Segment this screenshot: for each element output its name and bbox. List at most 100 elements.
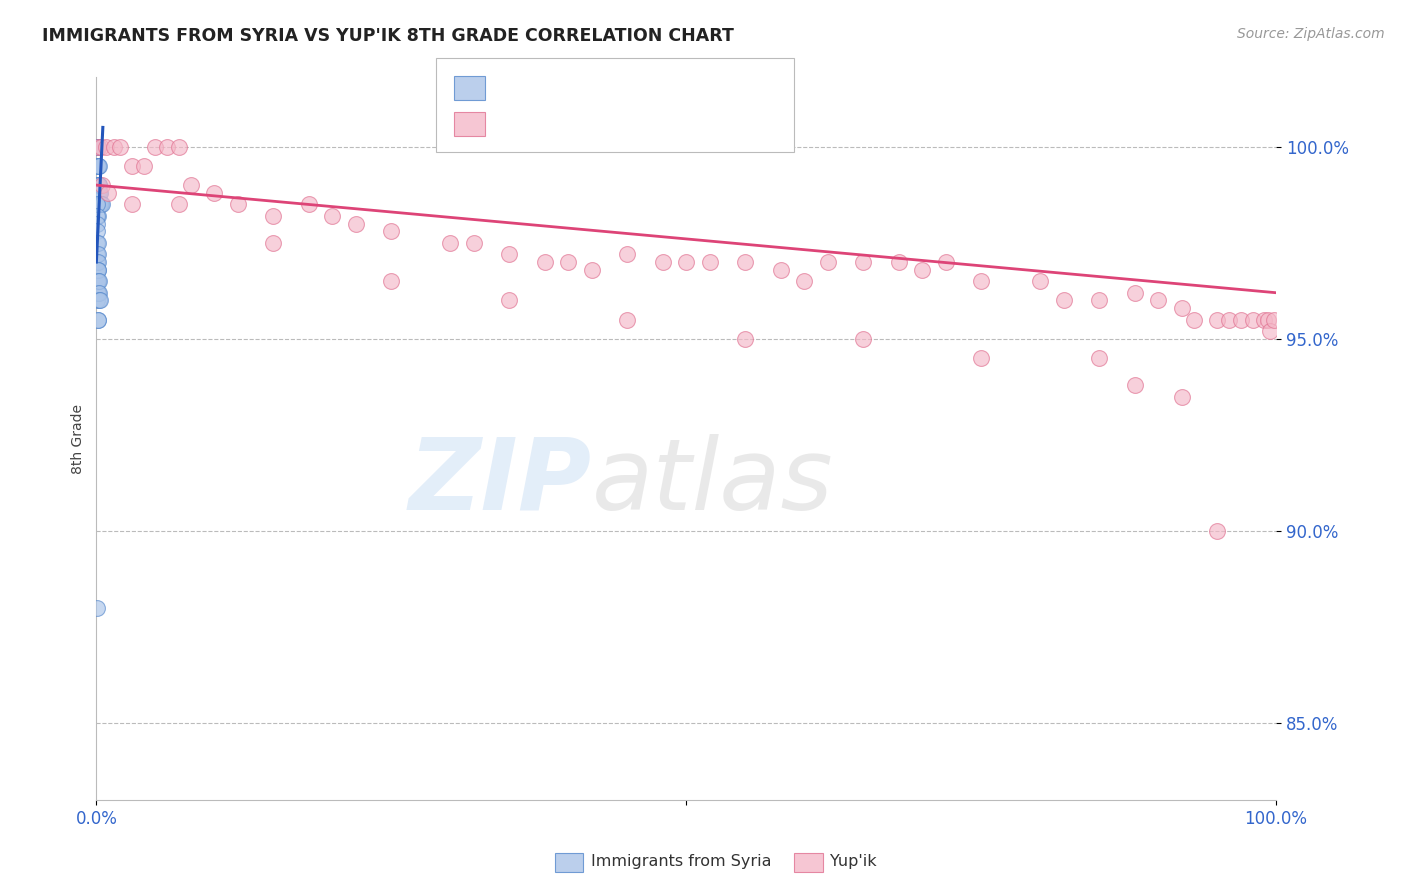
Point: [86, 197, 108, 211]
Point: [769, 262, 792, 277]
Point: [86, 209, 108, 223]
Point: [581, 262, 603, 277]
Point: [90, 197, 112, 211]
Text: R =  0.367: R = 0.367: [495, 78, 603, 96]
Point: [87, 186, 110, 200]
Point: [87, 262, 110, 277]
Point: [86, 139, 108, 153]
Text: Immigrants from Syria: Immigrants from Syria: [591, 855, 770, 869]
Point: [1029, 274, 1052, 288]
Point: [734, 255, 756, 269]
Point: [734, 332, 756, 346]
Point: [1170, 390, 1192, 404]
Point: [970, 351, 993, 365]
Text: R = -0.351: R = -0.351: [495, 114, 603, 132]
Point: [87, 274, 110, 288]
Point: [439, 235, 461, 250]
Point: [86, 293, 108, 308]
Point: [90, 139, 112, 153]
Point: [86, 262, 108, 277]
Point: [86, 285, 108, 300]
Point: [180, 178, 202, 192]
Point: [86, 312, 108, 326]
Point: [852, 255, 875, 269]
Text: N = 67: N = 67: [661, 114, 725, 132]
Point: [89, 197, 111, 211]
Point: [1241, 312, 1264, 326]
Point: [1229, 312, 1251, 326]
Point: [91, 178, 114, 192]
Point: [1123, 378, 1146, 392]
Point: [86, 274, 108, 288]
Point: [675, 255, 697, 269]
Point: [463, 235, 485, 250]
Point: [86, 285, 108, 300]
Point: [86, 274, 108, 288]
Text: ZIP: ZIP: [409, 434, 592, 531]
Point: [852, 332, 875, 346]
Point: [89, 197, 111, 211]
Point: [121, 197, 143, 211]
Point: [86, 139, 108, 153]
Point: [226, 197, 249, 211]
Point: [89, 293, 111, 308]
Point: [167, 139, 190, 153]
Point: [887, 255, 910, 269]
Point: [298, 197, 321, 211]
Point: [262, 235, 284, 250]
Point: [533, 255, 555, 269]
Point: [1053, 293, 1076, 308]
Point: [970, 274, 993, 288]
Point: [86, 197, 108, 211]
Point: [86, 247, 108, 261]
Point: [86, 262, 108, 277]
Point: [156, 139, 179, 153]
Point: [86, 139, 108, 153]
Point: [94, 139, 117, 153]
Point: [132, 159, 155, 173]
Point: [86, 139, 108, 153]
Point: [911, 262, 934, 277]
Point: [87, 285, 110, 300]
Point: [86, 139, 108, 153]
Point: [86, 159, 108, 173]
Text: Yup'ik: Yup'ik: [830, 855, 876, 869]
Point: [108, 139, 131, 153]
Point: [86, 209, 108, 223]
Point: [87, 159, 110, 173]
Point: [86, 139, 108, 153]
Point: [86, 178, 108, 192]
Point: [344, 217, 367, 231]
Point: [86, 255, 108, 269]
Point: [87, 139, 110, 153]
Point: [86, 139, 108, 153]
Text: Source: ZipAtlas.com: Source: ZipAtlas.com: [1237, 27, 1385, 41]
Point: [262, 209, 284, 223]
Point: [557, 255, 579, 269]
Point: [1263, 312, 1285, 326]
Point: [1088, 351, 1111, 365]
Point: [89, 293, 111, 308]
Point: [143, 139, 166, 153]
Point: [498, 247, 520, 261]
Point: [616, 312, 638, 326]
Point: [86, 186, 108, 200]
Point: [87, 285, 110, 300]
Text: IMMIGRANTS FROM SYRIA VS YUP'IK 8TH GRADE CORRELATION CHART: IMMIGRANTS FROM SYRIA VS YUP'IK 8TH GRAD…: [42, 27, 734, 45]
Text: N = 60: N = 60: [661, 78, 725, 96]
Point: [1257, 312, 1279, 326]
Point: [89, 186, 111, 200]
Point: [86, 139, 108, 153]
Point: [498, 293, 520, 308]
Point: [793, 274, 815, 288]
Point: [97, 186, 120, 200]
Point: [1088, 293, 1111, 308]
Point: [1170, 301, 1192, 315]
Point: [1206, 524, 1229, 538]
Point: [321, 209, 343, 223]
Point: [86, 217, 108, 231]
Text: atlas: atlas: [592, 434, 834, 531]
Point: [103, 139, 125, 153]
Point: [86, 312, 108, 326]
Point: [1258, 324, 1281, 338]
